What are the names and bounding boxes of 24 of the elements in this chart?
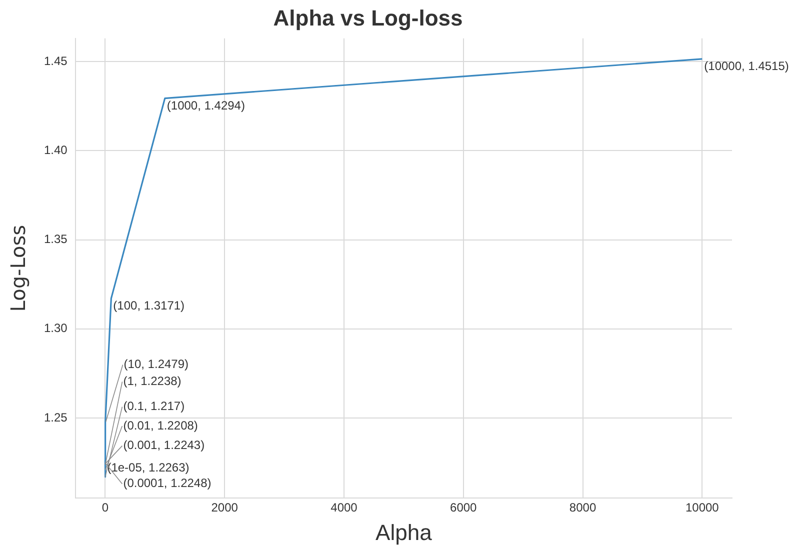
annotation: (0.001, 1.2243) — [123, 438, 205, 452]
x-tick-label: 8000 — [569, 500, 596, 515]
x-tick-label: 10000 — [685, 500, 720, 515]
annotation: (1, 1.2238) — [123, 374, 182, 388]
y-tick-label: 1.25 — [44, 410, 68, 424]
chart-title: Alpha vs Log-loss — [273, 5, 463, 30]
annotation: (10, 1.2479) — [124, 357, 189, 372]
annotation: (0.0001, 1.2248) — [123, 476, 212, 490]
y-tick-label: 1.35 — [44, 232, 68, 246]
annotation: (0.1, 1.217) — [123, 399, 185, 414]
y-tick-label: 1.40 — [44, 142, 68, 157]
annotation: (100, 1.3171) — [113, 298, 185, 313]
x-tick-label: 6000 — [450, 500, 478, 515]
annotation: (1e-05, 1.2263) — [107, 460, 190, 475]
annotation: (0.01, 1.2208) — [123, 418, 198, 432]
annotation: (10000, 1.4515) — [704, 59, 789, 74]
y-tick-label: 1.30 — [44, 321, 68, 336]
x-tick-label: 2000 — [211, 500, 238, 515]
x-tick-label: 0 — [102, 500, 109, 515]
annotation: (1000, 1.4294) — [166, 98, 245, 113]
x-tick-label: 4000 — [330, 500, 358, 515]
y-axis-title: Log-Loss — [6, 224, 30, 312]
x-axis-title: Alpha — [376, 520, 433, 545]
y-tick-label: 1.45 — [44, 54, 68, 68]
